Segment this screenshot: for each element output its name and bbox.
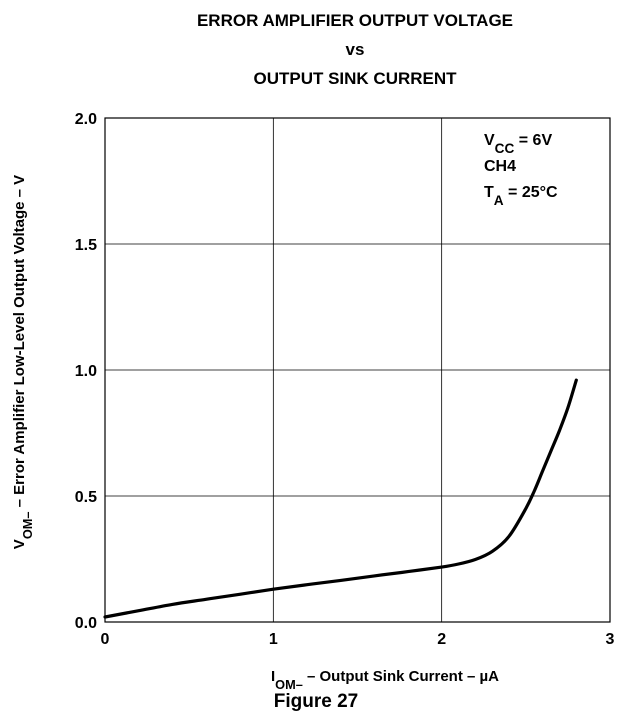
series-line [103, 378, 578, 619]
title-line: vs [346, 40, 365, 59]
x-tick-label: 0 [101, 631, 110, 648]
title-line: ERROR AMPLIFIER OUTPUT VOLTAGE [197, 11, 513, 30]
y-tick-labels: 0.0 0.5 1.0 1.5 2.0 [75, 111, 97, 632]
plot-frame [104, 117, 611, 623]
chart-title: ERROR AMPLIFIER OUTPUT VOLTAGE vs OUTPUT S… [197, 11, 513, 88]
y-tick-label: 1.0 [75, 363, 97, 380]
grid [105, 118, 610, 622]
figure-caption: Figure 27 [274, 691, 358, 712]
y-tick-label: 0.5 [75, 489, 97, 506]
condition-line: VCC = 6V [484, 132, 552, 156]
y-tick-label: 0.0 [75, 615, 97, 632]
y-tick-label: 1.5 [75, 237, 97, 254]
x-tick-label: 2 [437, 631, 446, 648]
x-tick-label: 1 [269, 631, 278, 648]
x-tick-labels: 0 1 2 3 [101, 631, 615, 648]
x-tick-label: 3 [606, 631, 615, 648]
series-group [103, 378, 578, 619]
x-axis-label: IOM– – Output Sink Current – µA [271, 668, 499, 692]
conditions-legend: VCC = 6V CH4 TA = 25°C [484, 132, 558, 208]
y-axis-label: VOM– – Error Amplifier Low-Level Output … [11, 175, 35, 549]
y-tick-label: 2.0 [75, 111, 97, 128]
condition-line: CH4 [484, 158, 516, 175]
condition-line: TA = 25°C [484, 184, 558, 208]
title-line: OUTPUT SINK CURRENT [253, 69, 457, 88]
